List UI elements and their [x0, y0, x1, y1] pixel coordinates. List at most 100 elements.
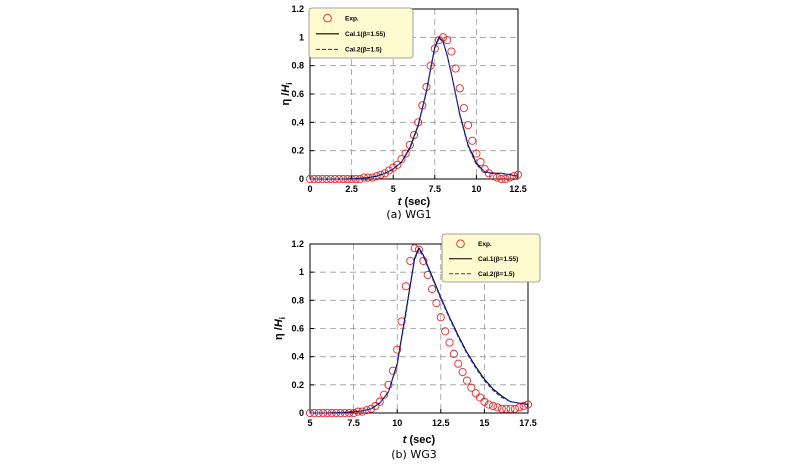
x-axis-label: t (sec) — [398, 196, 431, 208]
legend: Exp. Cal.1(β=1.55) Cal.2(β=1.5) — [308, 7, 414, 59]
y-tick-label: 1 — [299, 267, 304, 277]
data-point — [468, 136, 477, 145]
data-point — [475, 393, 485, 402]
data-point — [372, 172, 381, 181]
data-point — [480, 397, 489, 406]
data-point — [340, 408, 349, 418]
x-tick-label: 15 — [479, 418, 489, 428]
data-point — [384, 166, 394, 175]
panel-wg1: 0 2.5 5 7.5 10 12.5 0 0.2 0.4 0.6 0.8 1 1.2 Exp. Cal.1… — [280, 4, 527, 221]
x-tick-label: 10 — [392, 418, 402, 428]
x-axis-label: t (sec) — [403, 434, 436, 446]
legend-box — [308, 7, 414, 59]
data-point — [459, 104, 468, 113]
y-tick-label: 0.2 — [291, 146, 304, 156]
data-point — [397, 155, 406, 164]
data-point — [366, 404, 376, 413]
data-point — [380, 169, 389, 178]
data-point — [449, 349, 458, 358]
data-point — [523, 400, 533, 409]
y-tick-label: 1.2 — [291, 4, 304, 14]
x-tick-label: 5 — [307, 418, 312, 428]
data-point — [430, 44, 439, 53]
data-point — [375, 397, 384, 406]
data-point — [497, 174, 506, 184]
y-tick-label: 0.4 — [291, 352, 304, 362]
series-line-cal2 — [310, 249, 529, 414]
data-point — [464, 121, 473, 130]
y-tick-label: 1.2 — [291, 239, 304, 249]
data-point — [376, 170, 385, 179]
y-tick-label: 1 — [299, 32, 304, 42]
legend-label: Cal.2(β=1.5) — [478, 271, 515, 278]
x-tick-label: 7.5 — [347, 418, 360, 428]
x-tick-label: 7.5 — [429, 184, 442, 194]
series-line-cal2 — [310, 38, 519, 180]
series-line-cal1 — [310, 247, 529, 414]
legend-label: Cal.1(β=1.55) — [478, 256, 518, 263]
legend-box — [441, 233, 541, 283]
y-tick-label: 0.2 — [291, 380, 304, 390]
data-point — [441, 327, 450, 336]
x-tick-label: 5 — [391, 184, 396, 194]
data-point — [355, 174, 364, 184]
data-point — [447, 47, 456, 56]
data-point — [389, 163, 398, 172]
data-point — [497, 404, 506, 413]
x-tick-label: 0 — [307, 184, 312, 194]
data-point — [388, 366, 397, 375]
data-point — [458, 368, 467, 377]
panel-wg3: 5 7.5 10 12.5 15 17.5 0 0.2 0.4 0.6 0.8 1 1.2 Exp. Cal… — [273, 233, 541, 461]
data-point — [493, 403, 502, 412]
x-tick-label: 10 — [471, 184, 481, 194]
data-point — [480, 165, 489, 174]
data-point — [484, 400, 493, 409]
data-point — [445, 338, 454, 347]
legend-label: Cal.1(β=1.55) — [345, 31, 385, 38]
data-point — [349, 408, 358, 418]
y-axis-label: η /Hi — [280, 82, 294, 105]
data-point — [502, 404, 511, 413]
data-point — [488, 172, 498, 181]
legend-marker-exp — [456, 239, 465, 248]
data-point — [436, 313, 445, 322]
data-point — [519, 401, 528, 411]
y-tick-label: 0.8 — [291, 61, 304, 71]
data-point — [414, 245, 424, 254]
data-point — [371, 401, 380, 411]
data-point — [345, 408, 354, 418]
panel-caption: (b) WG3 — [391, 448, 436, 461]
x-tick-label: 2.5 — [345, 184, 358, 194]
y-tick-label: 0 — [299, 174, 304, 184]
legend-marker-exp — [323, 13, 332, 23]
data-point — [401, 282, 410, 291]
data-point — [471, 389, 480, 398]
data-point — [476, 157, 485, 167]
legend-label: Exp. — [478, 241, 492, 248]
x-tick-label: 17.5 — [519, 418, 537, 428]
data-point — [467, 383, 476, 392]
y-tick-label: 0.8 — [291, 295, 304, 305]
legend-label: Exp. — [345, 15, 359, 22]
data-point — [434, 36, 444, 45]
y-tick-label: 0.4 — [291, 117, 304, 127]
data-point — [506, 404, 515, 413]
data-point — [384, 380, 393, 389]
y-tick-label: 0.6 — [291, 89, 304, 99]
legend: Exp. Cal.1(β=1.55) Cal.2(β=1.5) — [441, 233, 541, 283]
data-point — [472, 149, 481, 158]
y-axis-label: η /Hi — [273, 317, 287, 340]
x-tick-label: 12.5 — [509, 184, 527, 194]
data-point — [432, 299, 441, 308]
data-point — [393, 345, 402, 354]
x-tick-label: 12.5 — [432, 418, 450, 428]
data-point — [410, 244, 419, 253]
data-point — [515, 403, 524, 412]
series-line-cal1 — [310, 36, 519, 180]
data-point — [443, 36, 452, 45]
data-point — [462, 376, 472, 385]
data-point — [501, 174, 510, 184]
data-point — [393, 160, 402, 169]
data-point — [513, 170, 523, 179]
